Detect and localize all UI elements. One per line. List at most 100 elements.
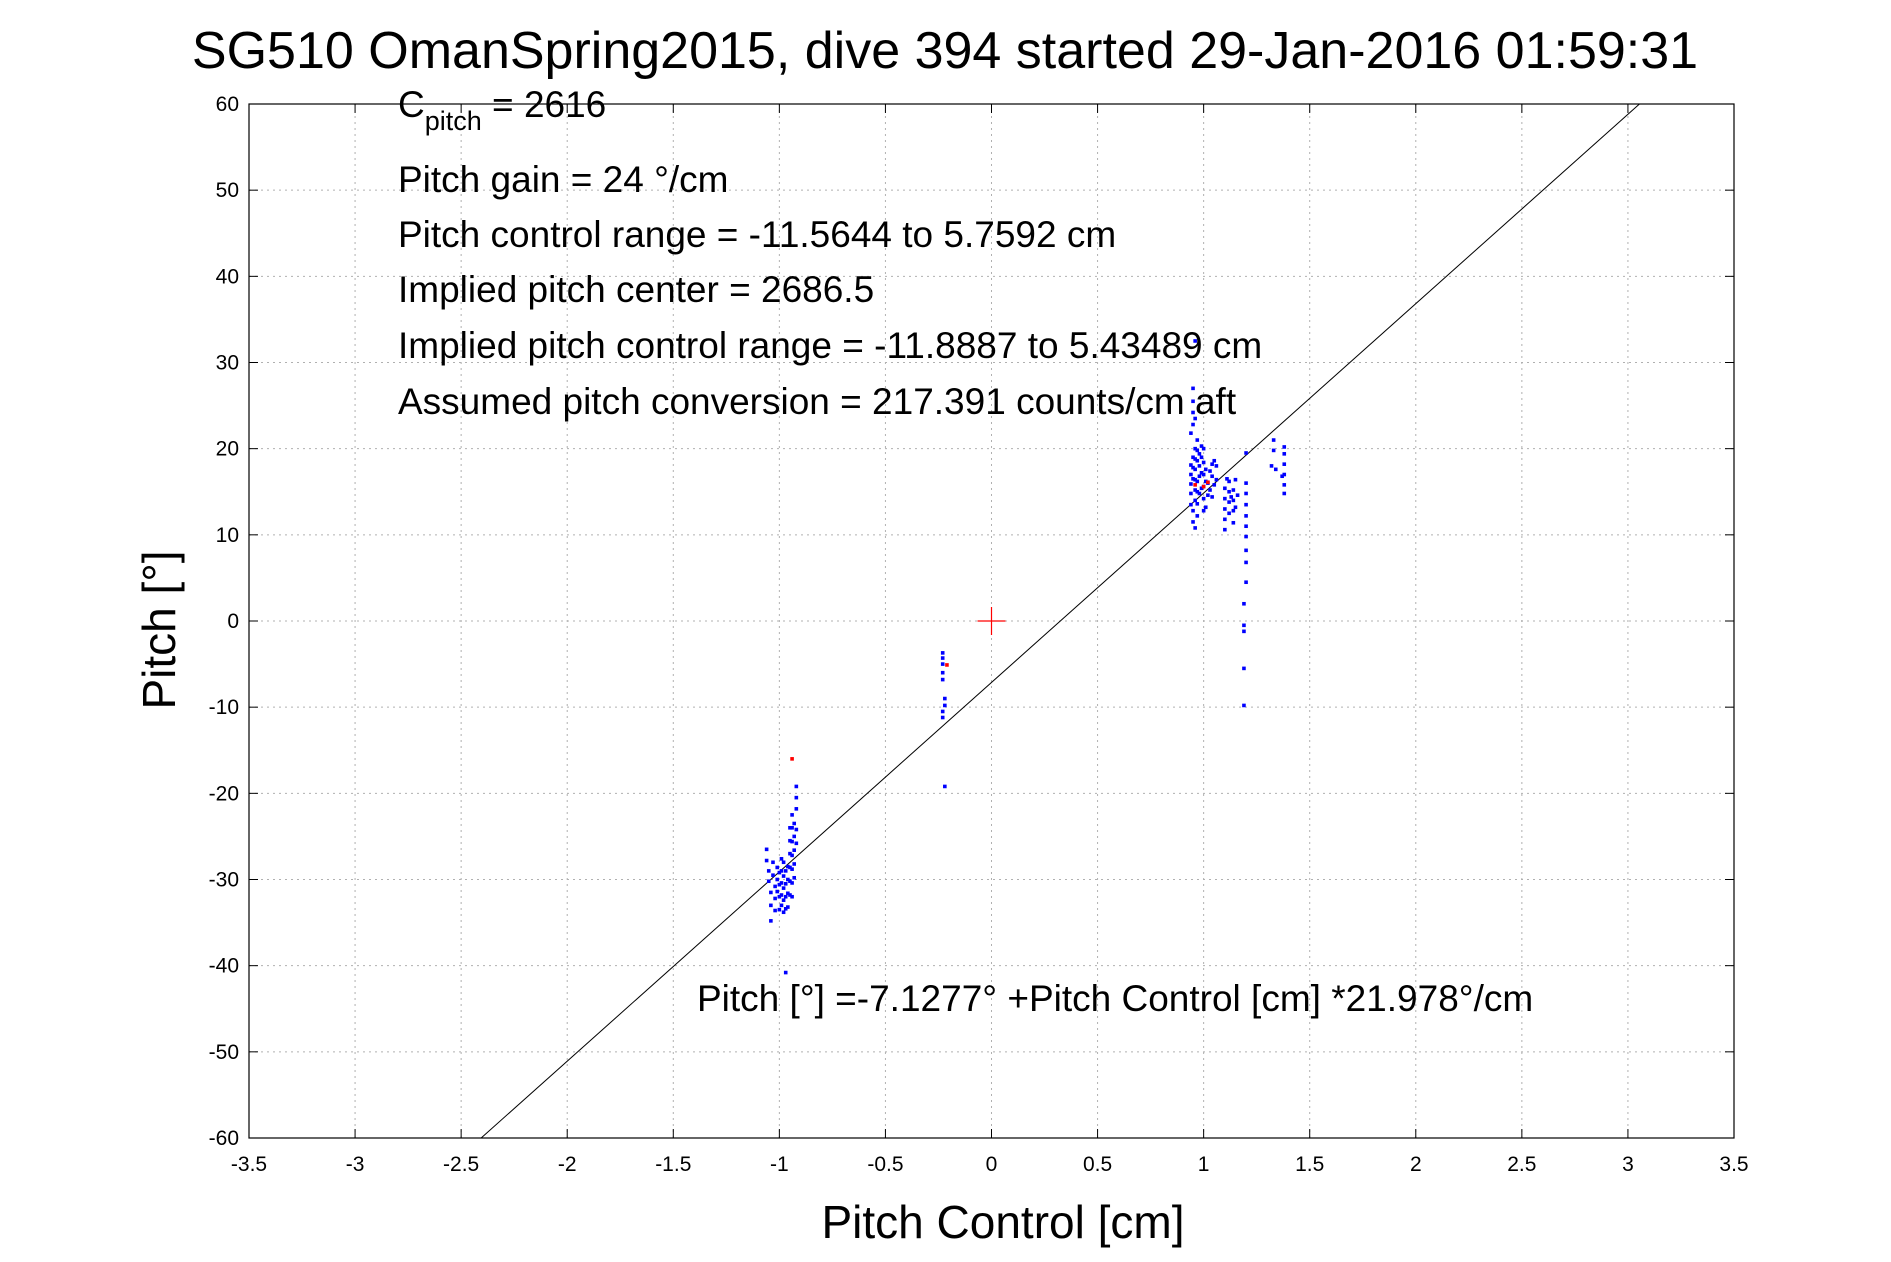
- red-data-point: [1193, 483, 1197, 487]
- blue-data-point: [1210, 462, 1214, 466]
- blue-data-point: [1189, 431, 1193, 435]
- blue-data-point: [1227, 511, 1231, 516]
- y-tick-label: 60: [216, 93, 239, 116]
- blue-data-point: [1282, 472, 1287, 477]
- blue-data-point: [1191, 399, 1195, 404]
- blue-data-point: [1225, 477, 1229, 481]
- blue-data-point: [792, 862, 797, 866]
- blue-data-point: [779, 893, 784, 897]
- blue-data-point: [1199, 455, 1204, 460]
- blue-data-point: [779, 869, 784, 873]
- x-tick-label: -2.5: [443, 1153, 479, 1176]
- blue-data-point: [1197, 491, 1202, 496]
- blue-data-point: [783, 970, 788, 975]
- blue-data-point: [790, 881, 794, 885]
- blue-data-point: [1191, 477, 1195, 481]
- blue-data-point: [792, 848, 797, 853]
- red-data-point: [790, 757, 794, 761]
- blue-data-point: [1227, 500, 1231, 504]
- blue-data-point: [1208, 469, 1212, 473]
- y-tick-label: 40: [216, 265, 239, 288]
- y-tick-label: -30: [209, 869, 239, 892]
- blue-data-point: [790, 894, 794, 899]
- blue-data-point: [1282, 491, 1287, 496]
- origin-marker-layer: [977, 607, 1006, 635]
- blue-data-point: [779, 903, 784, 908]
- blue-data-point: [1223, 496, 1227, 501]
- x-axis-label: Pitch Control [cm]: [822, 1196, 1185, 1248]
- blue-data-point: [1244, 560, 1248, 565]
- blue-data-point: [1244, 514, 1248, 518]
- blue-data-point: [1189, 463, 1193, 467]
- blue-data-point: [1231, 508, 1236, 513]
- blue-data-point: [790, 813, 794, 817]
- blue-data-point: [1242, 666, 1246, 671]
- blue-data-point: [1282, 452, 1287, 456]
- pitch-gain-annotation: Pitch gain = 24 °/cm: [398, 159, 729, 200]
- blue-data-point: [1244, 502, 1248, 507]
- blue-data-point: [940, 656, 945, 660]
- blue-data-point: [764, 858, 769, 863]
- blue-data-point: [1280, 474, 1284, 479]
- blue-data-point: [1214, 477, 1219, 482]
- blue-data-point: [1244, 481, 1248, 485]
- blue-data-point: [781, 886, 786, 890]
- blue-data-point: [777, 907, 782, 912]
- blue-data-point: [771, 873, 775, 877]
- blue-data-point: [1193, 416, 1197, 421]
- blue-data-point: [1223, 527, 1227, 532]
- blue-data-point: [1227, 479, 1231, 484]
- x-tick-label: 0.5: [1083, 1153, 1112, 1176]
- blue-data-point: [786, 905, 790, 909]
- blue-data-point: [773, 908, 777, 913]
- blue-data-point: [786, 891, 790, 896]
- blue-data-point: [1189, 491, 1193, 496]
- plot-frame: [248, 103, 1735, 1139]
- blue-data-point: [1195, 458, 1200, 463]
- pitch-control-range-annotation: Pitch control range = -11.5644 to 5.7592…: [398, 214, 1116, 255]
- blue-data-point: [783, 906, 788, 911]
- blue-data-point: [1223, 507, 1227, 511]
- blue-data-point: [788, 826, 792, 830]
- blue-data-point: [1201, 472, 1206, 477]
- blue-data-point: [1223, 486, 1227, 491]
- red-data-point: [1201, 484, 1206, 489]
- blue-data-point: [781, 910, 786, 915]
- blue-data-point: [1210, 474, 1214, 479]
- blue-data-point: [1271, 438, 1276, 442]
- y-tick-label: -20: [209, 782, 239, 805]
- blue-data-point: [1201, 460, 1206, 465]
- blue-data-point: [1195, 448, 1200, 453]
- blue-data-point: [1227, 489, 1231, 494]
- x-tick-label: 2.5: [1507, 1153, 1536, 1176]
- c-pitch-subscript: pitch: [425, 106, 482, 136]
- c-pitch-symbol: C: [398, 84, 425, 125]
- blue-data-point: [1244, 491, 1248, 496]
- blue-data-point: [1242, 623, 1246, 628]
- blue-data-point: [788, 893, 792, 897]
- blue-data-point: [1206, 493, 1210, 497]
- blue-data-point: [1242, 629, 1246, 634]
- x-tick-label: 1: [1198, 1153, 1210, 1176]
- x-tick-label: -3: [346, 1153, 365, 1176]
- blue-data-point: [1231, 488, 1236, 492]
- blue-data-point: [1210, 495, 1214, 499]
- y-tick-label: 20: [216, 438, 239, 461]
- parameter-annotations: Cpitch = 2616 Pitch gain = 24 °/cm Pitch…: [398, 84, 1533, 1019]
- blue-data-point: [773, 896, 777, 901]
- y-tick-labels: -60 -50 -40 -30 -20 -10 0 10 20 30 40 50 60: [209, 93, 239, 1150]
- blue-data-point: [1203, 505, 1208, 510]
- blue-data-point: [788, 865, 792, 870]
- c-pitch-annotation: Cpitch = 2616: [398, 84, 606, 136]
- x-tick-label: -2: [558, 1153, 577, 1176]
- blue-data-point: [1203, 467, 1208, 472]
- blue-data-point: [940, 677, 945, 682]
- blue-data-point: [775, 865, 780, 870]
- blue-data-point: [1269, 464, 1274, 468]
- blue-data-point: [786, 877, 790, 882]
- blue-data-point: [1212, 483, 1217, 487]
- blue-data-point: [790, 826, 794, 830]
- blue-data-point: [788, 879, 792, 884]
- y-tick-label: -60: [209, 1127, 239, 1150]
